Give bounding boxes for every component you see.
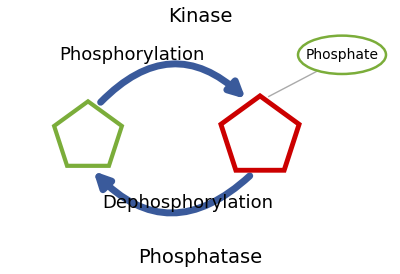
Text: Phosphatase: Phosphatase <box>138 248 262 267</box>
FancyArrowPatch shape <box>99 176 250 213</box>
Text: Phosphorylation: Phosphorylation <box>59 46 205 64</box>
Text: Kinase: Kinase <box>168 7 232 26</box>
FancyArrowPatch shape <box>101 64 240 102</box>
Text: Dephosphorylation: Dephosphorylation <box>102 194 274 212</box>
Text: Phosphate: Phosphate <box>306 48 378 62</box>
